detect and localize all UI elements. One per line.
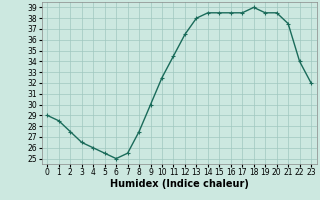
X-axis label: Humidex (Indice chaleur): Humidex (Indice chaleur) [110,179,249,189]
